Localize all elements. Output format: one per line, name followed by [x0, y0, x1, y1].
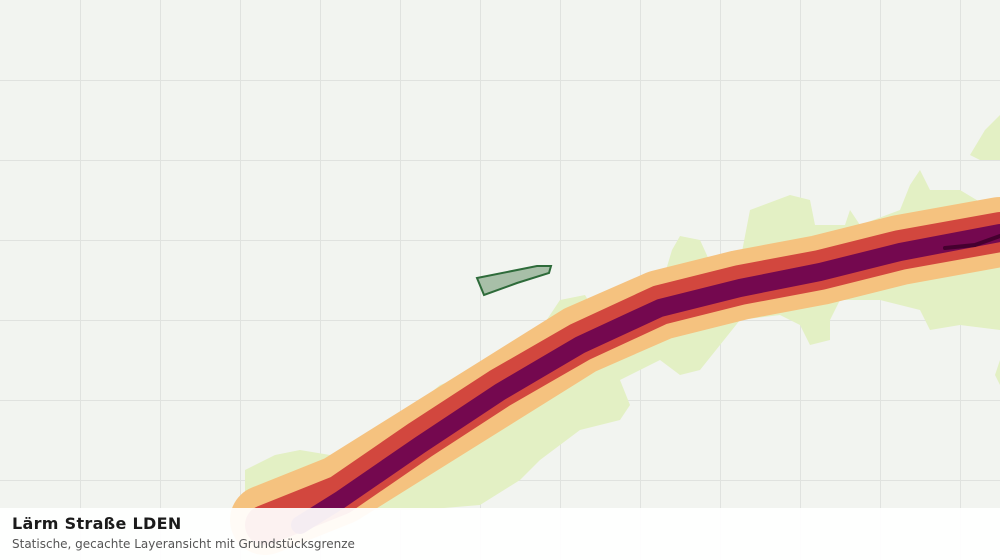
noise-zone-low — [995, 360, 1000, 385]
noise-layer — [230, 115, 1000, 555]
layer-subtitle: Statische, gecachte Layeransicht mit Gru… — [12, 537, 355, 551]
noise-zone-extreme — [943, 234, 1000, 250]
caption-panel: Lärm Straße LDEN Statische, gecachte Lay… — [0, 508, 1000, 560]
noise-zone-very-high — [291, 224, 1000, 534]
layer-title: Lärm Straße LDEN — [12, 514, 182, 533]
parcel-boundary[interactable] — [475, 265, 553, 297]
noise-zone-low — [970, 115, 1000, 160]
